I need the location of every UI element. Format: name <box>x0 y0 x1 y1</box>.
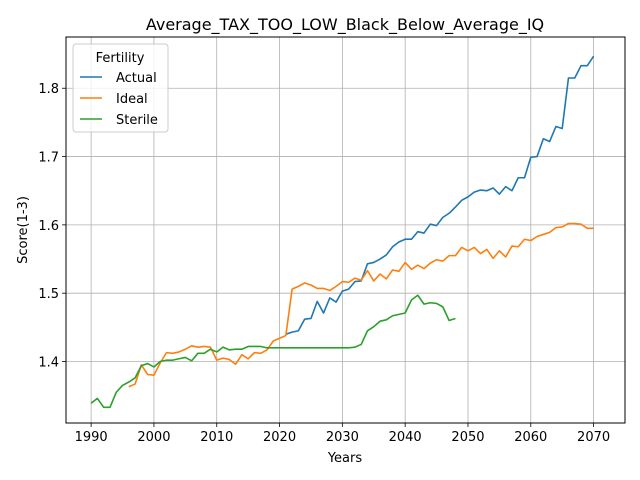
y-tick-label: 1.6 <box>38 219 59 234</box>
series-layer <box>90 55 595 409</box>
y-axis-label: Score(1-3) <box>16 196 31 264</box>
legend-title: Fertility <box>96 51 145 66</box>
series-line-ideal <box>128 222 594 388</box>
series-line-actual <box>285 55 595 335</box>
y-tick-label: 1.4 <box>38 356 59 371</box>
x-tick-label: 2030 <box>326 430 359 445</box>
x-axis-label: Years <box>327 451 363 466</box>
y-tick-label: 1.7 <box>38 151 59 166</box>
x-tick-label: 2040 <box>389 430 422 445</box>
y-tick-label: 1.8 <box>38 82 59 97</box>
series-line-sterile <box>90 294 456 409</box>
x-tick-label: 2050 <box>451 430 484 445</box>
legend-box <box>72 43 169 133</box>
grid <box>66 37 625 423</box>
x-tick-label: 2060 <box>514 430 547 445</box>
x-tick-label: 2010 <box>200 430 233 445</box>
legend-label-ideal: Ideal <box>116 92 148 107</box>
ticks: 1990 2000 2010 2020 2030 2040 2050 2060 2070 1.4 1… <box>38 82 610 445</box>
y-tick-label: 1.5 <box>38 287 59 302</box>
legend-label-actual: Actual <box>116 71 157 86</box>
x-tick-label: 2020 <box>263 430 296 445</box>
x-tick-label: 2000 <box>137 430 170 445</box>
x-tick-label: 1990 <box>75 430 108 445</box>
plot-frame <box>65 36 626 424</box>
x-tick-label: 2070 <box>577 430 610 445</box>
chart-title: Average_TAX_TOO_LOW_Black_Below_Average_… <box>146 15 544 35</box>
legend-label-sterile: Sterile <box>116 113 158 128</box>
legend: Fertility Actual Ideal Sterile <box>72 43 169 133</box>
